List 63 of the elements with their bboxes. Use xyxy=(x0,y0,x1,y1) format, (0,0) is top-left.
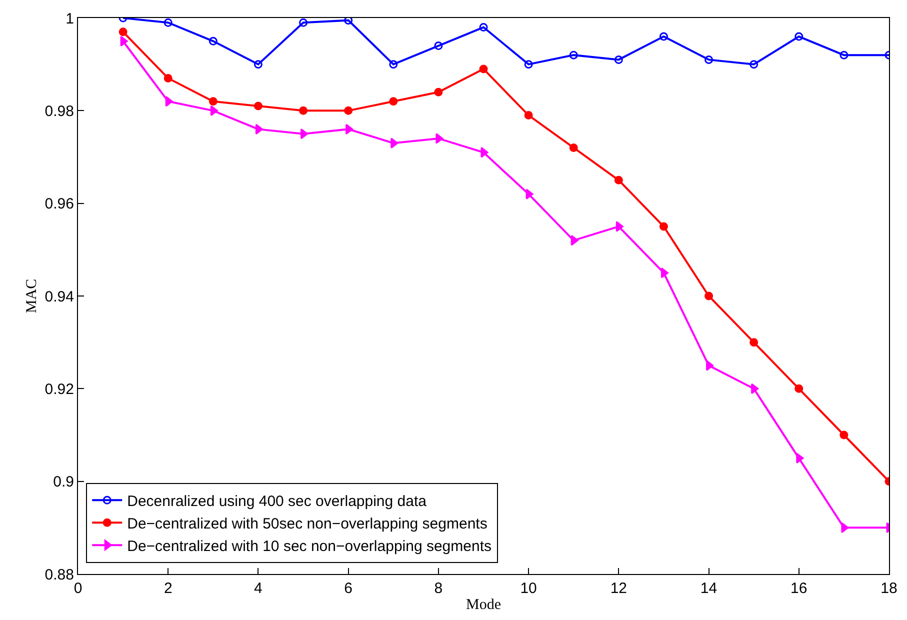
point xyxy=(434,88,443,96)
y-tick-label: 0.9 xyxy=(53,474,74,491)
point xyxy=(299,18,308,27)
point xyxy=(118,28,128,36)
point xyxy=(614,55,623,64)
x-tick-label: 18 xyxy=(880,580,898,597)
point xyxy=(254,60,262,69)
point xyxy=(614,176,623,184)
point xyxy=(524,111,533,120)
legend-label: De−centralized with 10 sec non−overlapping segments xyxy=(127,538,492,555)
point xyxy=(389,97,398,106)
x-tick-label: 12 xyxy=(610,580,628,597)
point xyxy=(794,384,804,393)
legend-label: De−centralized with 50sec non−overlapping segments xyxy=(127,515,488,532)
x-tick-label: 14 xyxy=(700,580,718,597)
x-axis-title: Mode xyxy=(466,597,502,613)
point xyxy=(389,60,398,69)
y-tick-label: 0.98 xyxy=(44,102,74,120)
y-tick-label: 0.94 xyxy=(44,288,74,306)
point xyxy=(165,96,173,107)
point xyxy=(434,42,443,50)
point xyxy=(704,55,714,64)
point xyxy=(208,97,218,106)
point xyxy=(704,292,714,300)
point xyxy=(616,221,624,232)
x-tick-label: 8 xyxy=(434,580,443,597)
point xyxy=(479,64,488,74)
point xyxy=(840,430,848,440)
point xyxy=(479,23,488,32)
y-tick-label: 0.96 xyxy=(44,196,74,213)
point xyxy=(659,222,668,231)
y-tick-label: 0.92 xyxy=(44,380,74,398)
point xyxy=(480,147,488,158)
point xyxy=(750,60,758,69)
x-tick-label: 0 xyxy=(74,580,82,597)
point xyxy=(840,50,848,60)
y-tick-label: 0.88 xyxy=(44,566,74,584)
point xyxy=(164,74,172,82)
point xyxy=(570,235,578,246)
point xyxy=(524,60,533,69)
y-tick-label: 1 xyxy=(66,10,74,28)
point xyxy=(208,36,218,46)
point xyxy=(706,360,714,371)
point xyxy=(344,18,353,25)
point xyxy=(436,133,444,144)
point xyxy=(569,50,578,60)
y-axis-title: MAC xyxy=(24,278,40,314)
x-tick-label: 4 xyxy=(254,580,262,597)
legend-label: Decenralized using 400 sec overlapping data xyxy=(127,492,428,510)
point xyxy=(526,188,534,200)
point xyxy=(659,32,668,41)
point xyxy=(750,338,758,347)
point xyxy=(344,106,353,115)
point xyxy=(164,18,172,27)
point xyxy=(794,32,804,41)
x-tick-label: 16 xyxy=(790,580,808,597)
x-tick-label: 6 xyxy=(344,580,352,597)
x-tick-label: 10 xyxy=(520,580,537,597)
point xyxy=(254,102,262,110)
point xyxy=(390,138,398,148)
x-tick-label: 2 xyxy=(164,580,172,597)
point xyxy=(299,106,308,115)
point xyxy=(569,143,578,152)
